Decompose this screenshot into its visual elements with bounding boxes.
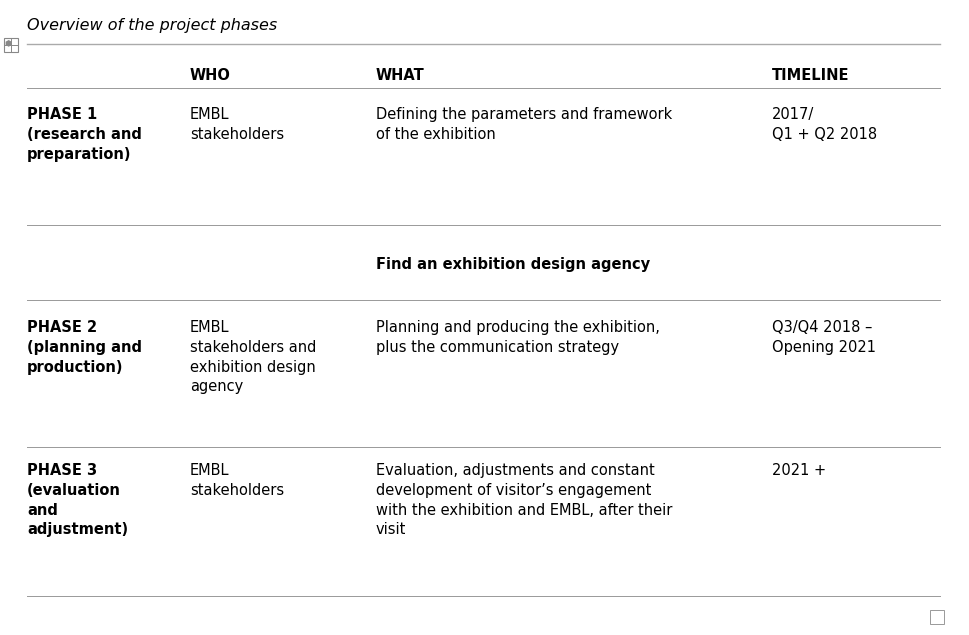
Text: Planning and producing the exhibition,
plus the communication strategy: Planning and producing the exhibition, p…	[376, 320, 660, 355]
Text: EMBL
stakeholders: EMBL stakeholders	[190, 463, 284, 498]
Text: 2017/
Q1 + Q2 2018: 2017/ Q1 + Q2 2018	[772, 107, 877, 142]
Text: EMBL
stakeholders and
exhibition design
agency: EMBL stakeholders and exhibition design …	[190, 320, 316, 394]
Text: Defining the parameters and framework
of the exhibition: Defining the parameters and framework of…	[376, 107, 672, 142]
Text: 2021 +: 2021 +	[772, 463, 827, 478]
Text: Q3/Q4 2018 –
Opening 2021: Q3/Q4 2018 – Opening 2021	[772, 320, 876, 355]
Text: ⬢: ⬢	[4, 39, 12, 48]
Text: TIMELINE: TIMELINE	[772, 68, 850, 83]
Text: PHASE 3
(evaluation
and
adjustment): PHASE 3 (evaluation and adjustment)	[27, 463, 128, 537]
Text: WHAT: WHAT	[376, 68, 424, 83]
Text: EMBL
stakeholders: EMBL stakeholders	[190, 107, 284, 142]
Bar	[4, 38, 18, 52]
Text: PHASE 2
(planning and
production): PHASE 2 (planning and production)	[27, 320, 142, 375]
Text: Find an exhibition design agency: Find an exhibition design agency	[376, 257, 650, 272]
Text: Overview of the project phases: Overview of the project phases	[27, 18, 277, 33]
Text: WHO: WHO	[190, 68, 231, 83]
Bar	[930, 610, 944, 624]
Text: PHASE 1
(research and
preparation): PHASE 1 (research and preparation)	[27, 107, 142, 161]
Text: Evaluation, adjustments and constant
development of visitor’s engagement
with th: Evaluation, adjustments and constant dev…	[376, 463, 672, 537]
